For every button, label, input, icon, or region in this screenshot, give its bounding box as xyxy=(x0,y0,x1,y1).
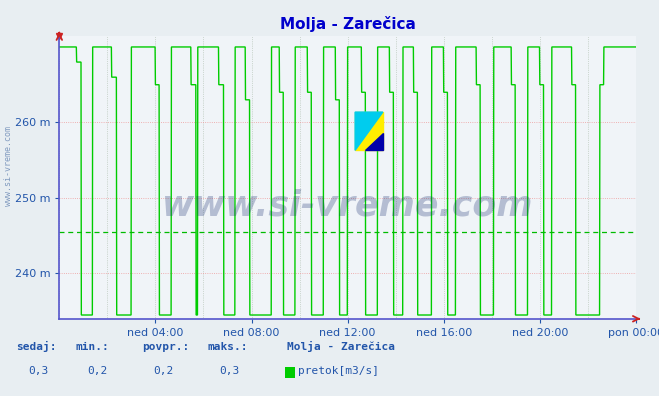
Text: www.si-vreme.com: www.si-vreme.com xyxy=(4,126,13,206)
Polygon shape xyxy=(355,112,383,150)
Text: min.:: min.: xyxy=(76,343,109,352)
Text: sedaj:: sedaj: xyxy=(16,341,57,352)
Text: www.si-vreme.com: www.si-vreme.com xyxy=(162,188,533,223)
Text: 0,2: 0,2 xyxy=(154,366,174,376)
Text: maks.:: maks.: xyxy=(208,343,248,352)
Text: 0,2: 0,2 xyxy=(88,366,108,376)
Text: 0,3: 0,3 xyxy=(28,366,49,376)
Text: 0,3: 0,3 xyxy=(219,366,240,376)
Polygon shape xyxy=(365,133,383,150)
Text: Molja - Zarečica: Molja - Zarečica xyxy=(287,341,395,352)
Text: pretok[m3/s]: pretok[m3/s] xyxy=(298,366,379,376)
Title: Molja - Zarečica: Molja - Zarečica xyxy=(279,16,416,32)
Bar xyxy=(355,112,383,150)
Text: povpr.:: povpr.: xyxy=(142,343,189,352)
